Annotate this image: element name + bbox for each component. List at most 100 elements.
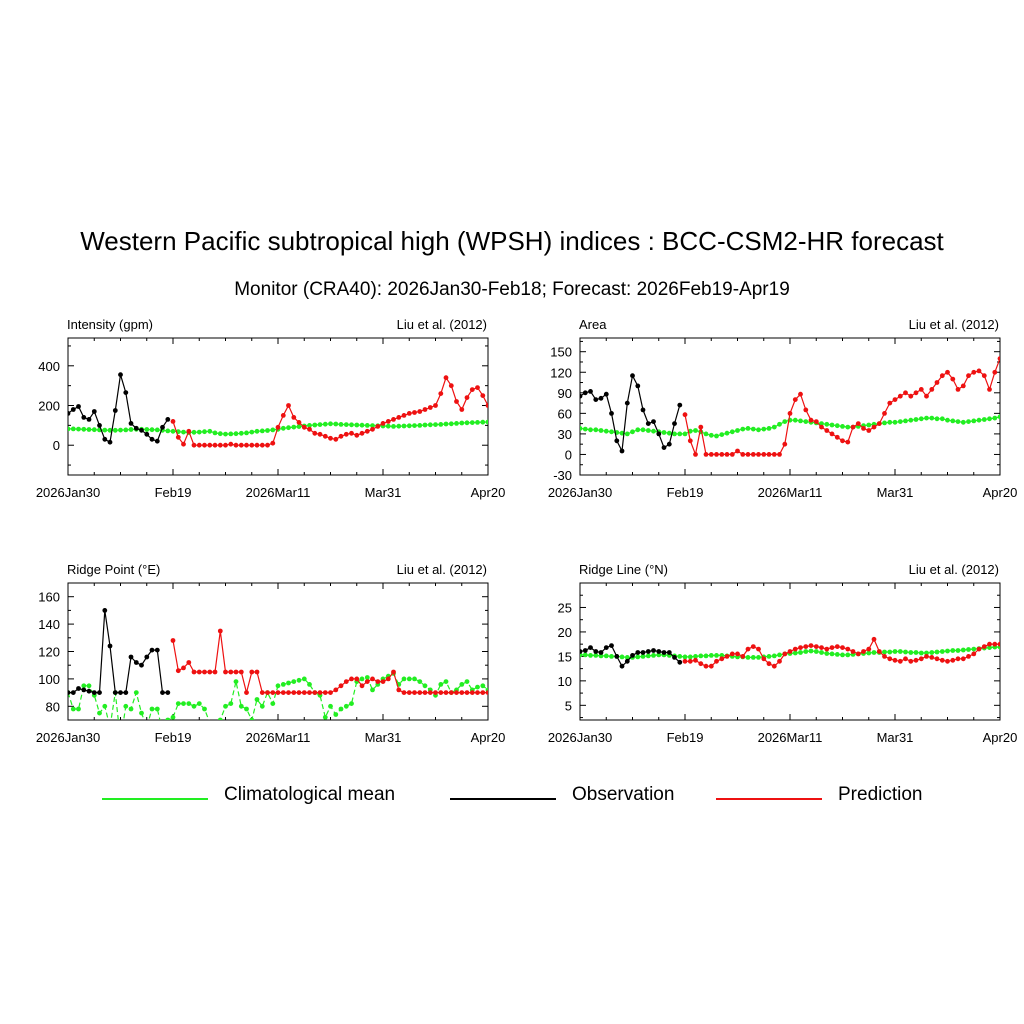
area-xtick-label: Feb19: [667, 485, 704, 500]
area-prediction-point: [703, 452, 709, 457]
ridge-line-climatology-point: [803, 649, 809, 654]
area-prediction-point: [924, 393, 929, 399]
area-prediction-point: [892, 397, 898, 402]
ridge-point-climatology-point: [108, 725, 113, 730]
ridge-point-climatology-point: [213, 738, 218, 743]
area-prediction-point: [897, 393, 903, 399]
ridge-point-climatology-point: [70, 706, 76, 712]
ridge-point-prediction-point: [202, 669, 207, 675]
ridge-point-climatology-point: [443, 679, 449, 684]
ridge-line-prediction-point: [792, 646, 798, 652]
ridge-point-prediction-point: [307, 690, 312, 695]
intensity-climatology-point: [391, 424, 396, 429]
ridge-line-climatology-point: [966, 647, 971, 652]
intensity-climatology-point: [312, 422, 318, 428]
ridge-point-ytick-label: 120: [38, 645, 60, 660]
intensity-observation-line: [68, 374, 169, 444]
intensity-prediction-point: [254, 442, 260, 448]
area-prediction-point: [756, 452, 761, 457]
ridge-line-prediction-point: [934, 656, 940, 662]
intensity-xtick-label: 2026Jan30: [36, 485, 100, 500]
area-prediction-point: [955, 387, 961, 392]
ridge-line-prediction-point: [924, 654, 929, 659]
intensity-climatology-point: [322, 421, 328, 427]
intensity-prediction-point: [480, 393, 486, 398]
intensity-observation-point: [160, 424, 165, 430]
area-climatology-point: [740, 426, 746, 432]
area-climatology-point: [866, 422, 872, 428]
intensity-observation-point: [102, 436, 108, 442]
ridge-point-prediction-point: [422, 690, 428, 695]
ridge-point-prediction-point: [359, 683, 365, 689]
ridge-line-prediction-point: [698, 661, 704, 667]
area-observation-point: [672, 421, 677, 426]
ridge-point-climatology-point: [233, 679, 239, 684]
intensity-observation-point: [81, 415, 87, 420]
intensity-climatology-point: [249, 429, 255, 435]
ridge-point-prediction-point: [443, 690, 449, 695]
area-observation-line: [580, 373, 681, 454]
panel-ridge-line: Ridge Line (°N) Liu et al. (2012)51015202…: [548, 562, 1018, 745]
intensity-climatology-point: [443, 421, 449, 427]
area-climatology-point: [950, 418, 956, 424]
intensity-prediction-point: [307, 426, 312, 432]
area-prediction-point: [819, 424, 824, 430]
ridge-point-climatology-point: [438, 682, 444, 687]
legend-swatch-observation: [450, 798, 556, 800]
intensity-xtick-label: Feb19: [155, 485, 192, 500]
area-prediction-point: [939, 373, 945, 379]
intensity-climatology-point: [280, 425, 286, 431]
ridge-line-climatology-point: [808, 648, 814, 654]
intensity-prediction-point: [443, 375, 449, 381]
ridge-line-climatology-point: [924, 650, 929, 656]
ridge-point-climatology-point: [170, 714, 176, 720]
ridge-line-observation-point: [677, 659, 683, 665]
ridge-point-prediction-point: [427, 690, 433, 695]
area-prediction-point: [824, 428, 830, 433]
ridge-point-ytick-label: 160: [38, 590, 60, 605]
intensity-prediction-point: [485, 403, 488, 408]
intensity-climatology-point: [349, 422, 354, 428]
area-observation-point: [588, 389, 593, 394]
ridge-line-climatology-point: [939, 649, 945, 654]
ridge-line-prediction-point: [897, 658, 903, 664]
intensity-plot-area: [68, 372, 488, 448]
ridge-line-climatology-point: [593, 653, 599, 658]
ridge-line-observation-point: [640, 650, 646, 655]
area-climatology-point: [987, 416, 992, 422]
area-prediction-point: [918, 387, 924, 392]
intensity-climatology-point: [228, 431, 234, 437]
ridge-point-prediction-point: [480, 690, 486, 695]
ridge-point-prediction-point: [485, 690, 488, 695]
ridge-line-climatology-point: [813, 649, 819, 654]
ridge-line-prediction-point: [803, 644, 809, 649]
ridge-point-prediction-point: [412, 690, 417, 695]
intensity-ytick-label: 400: [38, 359, 60, 374]
ridge-point-climatology-point: [307, 682, 312, 687]
area-climatology-point: [824, 421, 830, 427]
ridge-line-observation-point: [666, 650, 672, 655]
intensity-climatology-point: [81, 426, 87, 432]
area-climatology-point: [955, 419, 961, 424]
ridge-line-climatology-point: [645, 653, 651, 659]
intensity-xtick-label: Mar31: [365, 485, 402, 500]
ridge-line-xtick-label: Mar31: [877, 730, 914, 745]
ridge-line-climatology-point: [897, 649, 903, 654]
ridge-point-observation-point: [107, 643, 113, 649]
intensity-prediction-point: [401, 413, 407, 418]
area-climatology-point: [971, 418, 977, 424]
area-climatology-point: [981, 417, 987, 422]
ridge-point-climatology-point: [207, 720, 212, 725]
ridge-line-prediction-point: [829, 645, 835, 650]
ridge-line-prediction-point: [798, 645, 803, 650]
area-climatology-point: [624, 431, 630, 437]
intensity-climatology-point: [485, 419, 488, 425]
ridge-point-climatology-point: [401, 676, 407, 682]
area-climatology-point: [598, 428, 604, 433]
ridge-line-prediction-point: [693, 657, 698, 663]
ridge-line-prediction-point: [740, 654, 746, 659]
ridge-line-climatology-point: [745, 655, 751, 660]
ridge-point-climatology-point: [296, 677, 302, 683]
intensity-climatology-point: [412, 423, 417, 428]
